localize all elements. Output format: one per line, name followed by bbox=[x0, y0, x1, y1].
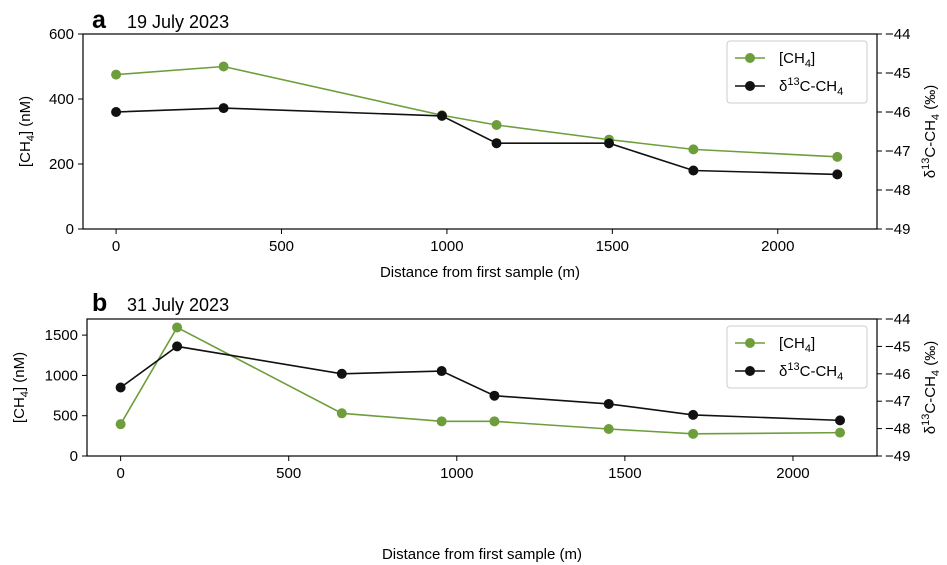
y-left-tick-label: 0 bbox=[66, 221, 74, 238]
legend-marker bbox=[745, 53, 755, 63]
data-point bbox=[604, 424, 614, 434]
data-point bbox=[219, 62, 229, 72]
data-point bbox=[688, 166, 698, 176]
data-point bbox=[172, 341, 182, 351]
legend-marker bbox=[745, 338, 755, 348]
y-left-tick-label: 600 bbox=[49, 26, 74, 43]
data-point bbox=[437, 416, 447, 426]
data-point bbox=[489, 416, 499, 426]
data-point bbox=[832, 169, 842, 179]
data-point bbox=[111, 70, 121, 80]
y-right-tick-label: −47 bbox=[885, 393, 910, 410]
data-point bbox=[604, 138, 614, 148]
x-tick-label: 0 bbox=[112, 238, 120, 255]
y-right-tick-label: −46 bbox=[885, 104, 910, 121]
y-right-tick-label: −47 bbox=[885, 143, 910, 160]
chart-panel-b: b 31 July 2023 0 500 1000 1500 2000 0 500 1000 1… bbox=[0, 285, 947, 565]
data-point bbox=[116, 383, 126, 393]
x-tick-label: 0 bbox=[116, 465, 124, 482]
data-point bbox=[835, 415, 845, 425]
chart-svg: 0 500 1000 1500 2000 0 500 1000 1500 −49 −48 −47 −46… bbox=[0, 285, 947, 565]
y-left-tick-label: 400 bbox=[49, 91, 74, 108]
series-line bbox=[116, 108, 837, 174]
y-left-axis-label: [CH4] (nM) bbox=[11, 352, 31, 423]
x-tick-label: 1500 bbox=[596, 238, 629, 255]
y-right-axis-label: δ13C-CH4 (‰) bbox=[920, 341, 942, 434]
data-point bbox=[116, 419, 126, 429]
data-point bbox=[492, 138, 502, 148]
y-left-tick-label: 1500 bbox=[45, 327, 78, 344]
y-left-tick-label: 1000 bbox=[45, 367, 78, 384]
y-right-tick-label: −48 bbox=[885, 421, 910, 438]
data-point bbox=[688, 410, 698, 420]
data-point bbox=[688, 144, 698, 154]
data-point bbox=[219, 103, 229, 113]
y-right-tick-label: −45 bbox=[885, 65, 910, 82]
data-point bbox=[835, 428, 845, 438]
data-point bbox=[337, 408, 347, 418]
chart-svg: 0 500 1000 1500 2000 0 200 400 600 −49 −48 −47 −46 −4… bbox=[0, 0, 947, 285]
data-point bbox=[492, 120, 502, 130]
x-axis-label: Distance from first sample (m) bbox=[380, 264, 580, 281]
legend-marker bbox=[745, 81, 755, 91]
y-right-tick-label: −44 bbox=[885, 311, 910, 328]
y-right-tick-label: −45 bbox=[885, 338, 910, 355]
x-axis-label: Distance from first sample (m) bbox=[382, 546, 582, 563]
legend-marker bbox=[745, 366, 755, 376]
data-point bbox=[604, 399, 614, 409]
data-point bbox=[437, 111, 447, 121]
data-point bbox=[437, 366, 447, 376]
x-tick-label: 1000 bbox=[440, 465, 473, 482]
x-tick-label: 500 bbox=[269, 238, 294, 255]
y-left-axis-label: [CH4] (nM) bbox=[17, 96, 37, 167]
data-point bbox=[337, 369, 347, 379]
data-point bbox=[111, 107, 121, 117]
y-right-tick-label: −49 bbox=[885, 221, 910, 238]
x-tick-label: 2000 bbox=[776, 465, 809, 482]
x-tick-label: 2000 bbox=[761, 238, 794, 255]
chart-panel-a: a 19 July 2023 0 500 1000 1500 2000 0 200 400 60… bbox=[0, 0, 947, 285]
y-left-tick-label: 0 bbox=[70, 448, 78, 465]
y-right-tick-label: −44 bbox=[885, 26, 910, 43]
y-left-tick-label: 500 bbox=[53, 408, 78, 425]
data-point bbox=[172, 322, 182, 332]
y-right-tick-label: −49 bbox=[885, 448, 910, 465]
y-left-tick-label: 200 bbox=[49, 156, 74, 173]
data-point bbox=[489, 391, 499, 401]
data-point bbox=[832, 152, 842, 162]
y-right-tick-label: −48 bbox=[885, 182, 910, 199]
x-tick-label: 1000 bbox=[430, 238, 463, 255]
x-tick-label: 500 bbox=[276, 465, 301, 482]
y-right-tick-label: −46 bbox=[885, 366, 910, 383]
y-right-axis-label: δ13C-CH4 (‰) bbox=[920, 85, 942, 178]
x-tick-label: 1500 bbox=[608, 465, 641, 482]
data-point bbox=[688, 429, 698, 439]
